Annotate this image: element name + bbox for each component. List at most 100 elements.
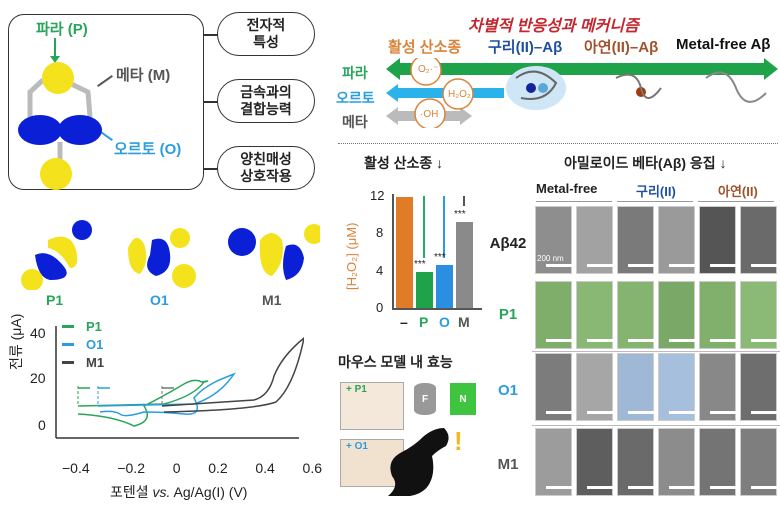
tem-image [535, 206, 572, 274]
tem-row-label-p1: P1 [498, 306, 518, 323]
bar-y-axis-label: [H₂O₂] (μM) [344, 222, 359, 290]
mouse-section-title: 마우스 모델 내 효능 [338, 354, 453, 370]
tem-image [535, 428, 572, 496]
molecule-orbital-diagram [18, 62, 102, 190]
property-metal-binding: 금속과의 결합능력 [217, 79, 315, 123]
tem-image [699, 353, 736, 421]
scale-bar [546, 264, 572, 267]
group-metal-free: Metal-free [536, 181, 598, 196]
tem-image [699, 428, 736, 496]
group-divider [617, 201, 693, 202]
cv-xlabel-suffix: Ag/Ag(I) (V) [170, 484, 248, 500]
para-label: 파라 (P) [36, 21, 88, 38]
scale-bar [710, 339, 736, 342]
group-divider [536, 201, 612, 202]
tem-image [658, 428, 695, 496]
para-arrow [54, 38, 56, 58]
tem-image [740, 353, 777, 421]
group-zinc: 아연(II) [718, 184, 758, 199]
bar-p [416, 272, 433, 308]
tem-image [617, 353, 654, 421]
tem-image [576, 428, 613, 496]
slice-label-o1: + O1 [346, 441, 368, 452]
scale-bar [628, 411, 654, 414]
target-cu-abeta: 구리(II)–Aβ [488, 39, 563, 56]
bar-o [436, 265, 453, 308]
target-ros: 활성 산소종 [388, 39, 462, 56]
tem-image [740, 428, 777, 496]
scale-bar [669, 486, 695, 489]
scale-bar [751, 264, 777, 267]
scale-bar [587, 486, 613, 489]
bar-ytick-8: 8 [376, 225, 384, 240]
tem-image [699, 281, 736, 349]
fibril-cylinder-icon: F [414, 383, 436, 415]
scale-bar [587, 264, 613, 267]
cv-xtick: 0.4 [255, 460, 275, 476]
row-para: 파라 [342, 65, 368, 81]
meta-label: 메타 (M) [116, 67, 171, 84]
cv-x-ticks: −0.4 −0.2 0 0.2 0.4 0.6 [62, 460, 322, 476]
bar-ytick-0: 0 [376, 300, 384, 315]
bar-x-axis [392, 308, 482, 310]
row-ortho: 오르토 [336, 90, 375, 106]
tem-image [658, 281, 695, 349]
tem-image [740, 281, 777, 349]
cv-xtick: 0 [172, 460, 181, 476]
scale-bar [628, 339, 654, 342]
cv-xtick: 0.2 [208, 460, 228, 476]
tem-image [740, 206, 777, 274]
scale-bar [587, 339, 613, 342]
cv-xtick: −0.2 [117, 460, 145, 476]
brain-slice-o1 [340, 439, 404, 487]
sig-p: *** [414, 259, 426, 270]
tem-image [658, 206, 695, 274]
connector [204, 101, 218, 103]
orbital-label-o1: O1 [150, 292, 169, 308]
scale-bar [669, 264, 695, 267]
bar-xlabel-o: O [439, 314, 450, 330]
connector [204, 168, 218, 170]
cv-xtick: 0.6 [302, 460, 322, 476]
scale-bar [710, 264, 736, 267]
row-divider [532, 425, 780, 426]
tem-image [535, 281, 572, 349]
mechanism-title: 차별적 반응성과 메커니즘 [468, 18, 639, 35]
legend-swatch-m1 [62, 361, 74, 364]
sig-m: *** [454, 209, 466, 220]
tem-row-label-abeta42: Aβ42 [489, 235, 527, 252]
ros-h2o2: H₂O₂ [448, 89, 471, 100]
property-electronic: 전자적 특성 [217, 12, 315, 56]
arrow-o [443, 196, 445, 258]
cv-xlabel-prefix: 포텐셜 [110, 484, 153, 500]
cv-xtick: −0.4 [62, 460, 90, 476]
tem-image [617, 428, 654, 496]
scale-bar [751, 411, 777, 414]
cv-plot [55, 326, 304, 439]
bar-xlabel-m: M [458, 314, 470, 330]
cv-ytick-0: 0 [38, 417, 46, 433]
scale-bar [628, 264, 654, 267]
cv-y-axis-label: 전류 (μA) [8, 313, 24, 370]
scale-bar [546, 411, 572, 414]
bar-y-axis [392, 194, 394, 309]
tem-row-label-o1: O1 [497, 382, 518, 399]
ortho-label: 오르토 (O) [114, 141, 182, 158]
legend-o1: O1 [86, 337, 104, 352]
brain-slice-p1 [340, 382, 404, 430]
arrow-m [463, 196, 465, 206]
legend-swatch-o1 [62, 343, 74, 346]
cv-ytick-40: 40 [30, 325, 46, 341]
section-divider [338, 143, 778, 144]
ros-superoxide: O₂·⁻ [418, 64, 439, 75]
tem-row-label-m1: M1 [497, 456, 519, 473]
neuron-cube-icon: N [450, 383, 476, 415]
tem-image [699, 206, 736, 274]
scale-bar [546, 339, 572, 342]
structure-panel [8, 14, 204, 190]
tem-image [658, 353, 695, 421]
bar-xlabel-p: P [419, 314, 429, 330]
cv-xlabel-italic: vs. [152, 484, 171, 500]
bar-xlabel-control: – [400, 314, 408, 330]
property-amphiphilic: 양친매성 상호작용 [217, 146, 315, 190]
